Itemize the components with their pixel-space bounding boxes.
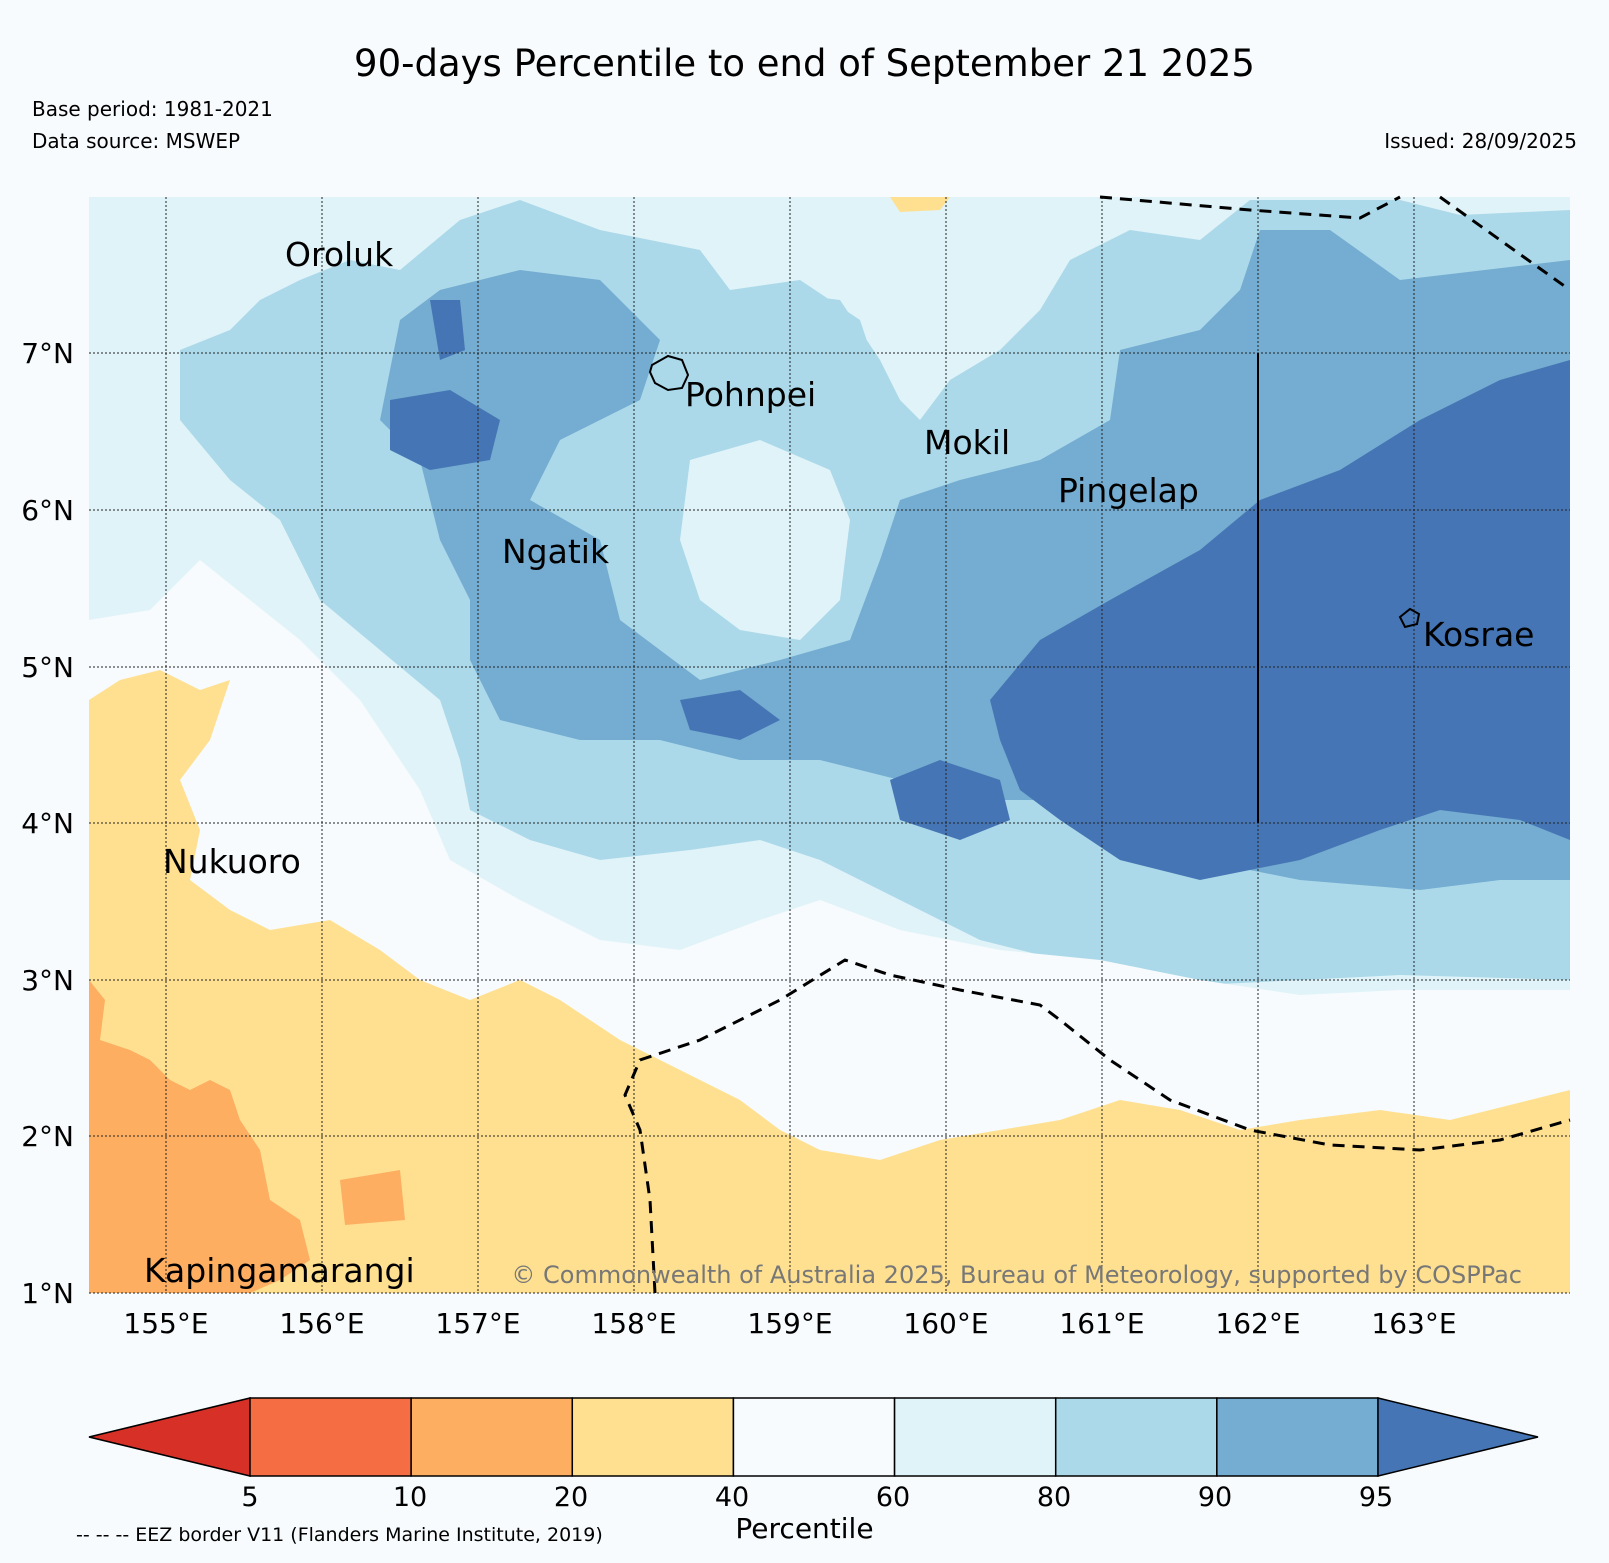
field-95-plus-patch-2 [390, 390, 500, 470]
percentile-map: Oroluk Pohnpei Mokil Pingelap Ngatik Kos… [21, 195, 1571, 1340]
colorbar-tick: 40 [714, 1482, 750, 1513]
colorbar-tick: 60 [875, 1482, 911, 1513]
colorbar-tick: 5 [241, 1482, 259, 1513]
lon-tick: 163°E [1371, 1307, 1456, 1340]
place-pohnpei: Pohnpei [685, 375, 816, 414]
base-period-label: Base period: 1981-2021 [32, 97, 273, 121]
lat-tick: 3°N [21, 964, 74, 997]
place-oroluk: Oroluk [285, 235, 394, 274]
colorbar-label: Percentile [735, 1512, 874, 1545]
place-pingelap: Pingelap [1058, 471, 1199, 510]
eez-borders [623, 195, 1571, 1294]
lon-tick: 162°E [1215, 1307, 1300, 1340]
field-10-20-patch [340, 1170, 405, 1225]
lon-tick: 156°E [279, 1307, 364, 1340]
map-field [89, 197, 1570, 1293]
lat-tick: 6°N [21, 494, 74, 527]
eez-footnote: -- -- -- EEZ border V11 (Flanders Marine… [76, 1524, 603, 1546]
place-mokil: Mokil [924, 423, 1010, 462]
longitude-tick-labels: 155°E 156°E 157°E 158°E 159°E 160°E 161°… [123, 1307, 1456, 1340]
lat-tick: 4°N [21, 807, 74, 840]
colorbar-segment [1216, 1397, 1379, 1477]
lat-tick: 2°N [21, 1120, 74, 1153]
colorbar-segment [893, 1397, 1057, 1477]
field-20-40 [89, 670, 1570, 1293]
colorbar-segment [732, 1397, 896, 1477]
chart-title: 90-days Percentile to end of September 2… [354, 42, 1255, 85]
lat-tick: 5°N [21, 651, 74, 684]
colorbar-extend-high [1377, 1397, 1539, 1477]
colorbar-segment [249, 1397, 412, 1477]
kosrae-island-outline [1398, 607, 1421, 629]
place-nukuoro: Nukuoro [163, 842, 301, 881]
colorbar-tick: 80 [1036, 1482, 1072, 1513]
lon-tick: 158°E [591, 1307, 676, 1340]
colorbar-segment [571, 1397, 735, 1477]
colorbar-tick: 95 [1358, 1482, 1394, 1513]
lon-tick: 155°E [123, 1307, 208, 1340]
lon-tick: 159°E [747, 1307, 832, 1340]
colorbar-tick: 10 [392, 1482, 428, 1513]
lon-tick: 161°E [1059, 1307, 1144, 1340]
place-kosrae: Kosrae [1423, 615, 1534, 654]
field-60-80-centre [680, 440, 850, 640]
field-10-20 [89, 980, 310, 1293]
copyright-notice: © Commonwealth of Australia 2025, Bureau… [511, 1261, 1522, 1289]
field-95-plus-patch-3 [430, 300, 465, 360]
colorbar-tick: 20 [553, 1482, 589, 1513]
colorbar [88, 1397, 1539, 1477]
place-labels: Oroluk Pohnpei Mokil Pingelap Ngatik Kos… [144, 235, 1534, 1290]
field-95-plus-patch-4 [680, 690, 780, 740]
colorbar-segments [88, 1397, 1539, 1477]
colorbar-segment [410, 1397, 574, 1477]
lat-tick: 1°N [21, 1277, 74, 1310]
lon-tick: 160°E [903, 1307, 988, 1340]
place-ngatik: Ngatik [502, 532, 610, 571]
issued-date-label: Issued: 28/09/2025 [1384, 129, 1577, 153]
latitude-tick-labels: 7°N 6°N 5°N 4°N 3°N 2°N 1°N [21, 337, 74, 1310]
lon-tick: 157°E [435, 1307, 520, 1340]
field-20-40-top [890, 197, 950, 212]
colorbar-tick: 90 [1197, 1482, 1233, 1513]
data-source-label: Data source: MSWEP [32, 129, 241, 153]
lat-tick: 7°N [21, 337, 74, 370]
colorbar-extend-low [88, 1397, 251, 1477]
field-95-plus-patch [890, 760, 1010, 840]
field-95-plus [990, 360, 1570, 880]
colorbar-segment [1054, 1397, 1218, 1477]
pohnpei-island-outline [648, 354, 690, 392]
place-kapingamarangi: Kapingamarangi [144, 1251, 415, 1290]
